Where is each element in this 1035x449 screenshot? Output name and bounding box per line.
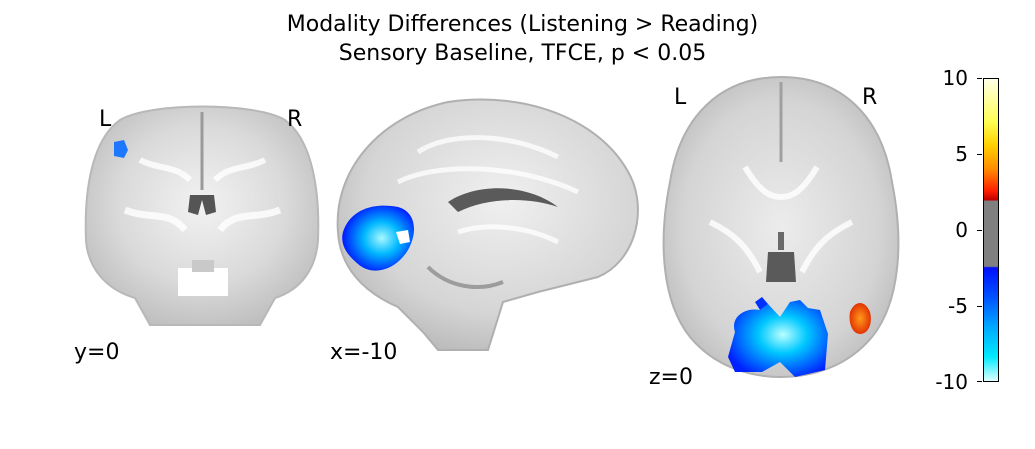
figure-title: Modality Differences (Listening > Readin… [286, 12, 759, 37]
coronal-activation-blob [114, 140, 128, 158]
colorbar-tick-label: -5 [948, 294, 968, 318]
sagittal-slice-image [336, 98, 639, 351]
coronal-coord-label: y=0 [74, 340, 120, 365]
sagittal-activation-blob [342, 205, 414, 271]
colorbar-tick [977, 230, 982, 231]
axial-left-marker: L [674, 85, 687, 110]
axial-coord-label: z=0 [649, 365, 693, 390]
colorbar-tick [977, 381, 982, 382]
colorbar-tick-label: -10 [935, 370, 968, 394]
coronal-right-marker: R [287, 107, 303, 132]
colorbar-tick [977, 78, 982, 79]
axial-brain-outline [662, 75, 900, 379]
axial-slice-image [662, 75, 900, 379]
axial-activation-blob-right [849, 303, 871, 334]
colorbar-tick-label: 0 [955, 218, 968, 242]
colorbar-tick [977, 306, 982, 307]
axial-right-marker: R [862, 85, 878, 110]
sagittal-coord-label: x=-10 [330, 340, 398, 365]
colorbar-tick-label: 5 [955, 142, 968, 166]
axial-activation-blob [728, 300, 828, 377]
coronal-slice-image [84, 105, 320, 326]
colorbar-tick [977, 154, 982, 155]
figure-subtitle: Sensory Baseline, TFCE, p < 0.05 [338, 41, 707, 66]
coronal-left-marker: L [99, 107, 112, 132]
colorbar-tick-label: 10 [942, 66, 968, 90]
colorbar [983, 78, 999, 382]
